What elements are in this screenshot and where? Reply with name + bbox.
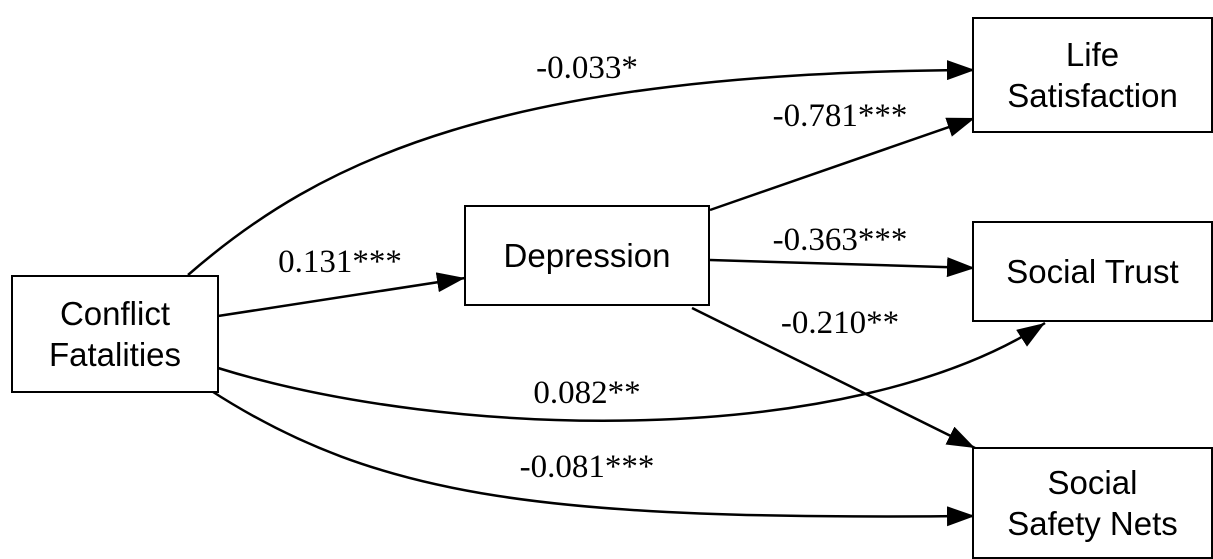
edge-label-conflict-trust: 0.082** [533,375,641,411]
edge-depression-to-social-trust [709,257,976,278]
edge-depression-to-social-safety-nets [691,306,976,450]
edge-conflict-to-life-satisfaction [187,60,976,276]
node-depression: Depression [464,205,710,306]
edge-label-depression-life: -0.781*** [772,98,908,134]
node-label-depression: Depression [503,237,671,274]
edge-label-conflict-safety: -0.081*** [519,449,655,485]
edge-label-depression-safety: -0.210** [780,305,900,341]
edge-conflict-to-social-safety-nets [209,388,976,527]
node-label-social-safety-nets: Social Safety Nets [1007,464,1178,542]
node-label-social-trust: Social Trust [1006,253,1179,290]
node-social-trust: Social Trust [972,221,1213,322]
edge-label-conflict-depression: 0.131*** [278,244,402,280]
edge-label-depression-trust: -0.363*** [772,222,908,258]
node-conflict-fatalities: Conflict Fatalities [11,275,219,393]
edge-depression-to-life-satisfaction [709,116,976,212]
edge-conflict-to-social-trust [217,321,1046,422]
node-label-life-satisfaction: Life Satisfaction [1007,36,1178,114]
node-social-safety-nets: Social Safety Nets [972,447,1213,559]
edge-conflict-to-depression [217,272,466,318]
edge-label-conflict-life: -0.033* [536,50,638,86]
node-label-conflict-fatalities: Conflict Fatalities [48,295,182,373]
node-life-satisfaction: Life Satisfaction [972,17,1213,133]
